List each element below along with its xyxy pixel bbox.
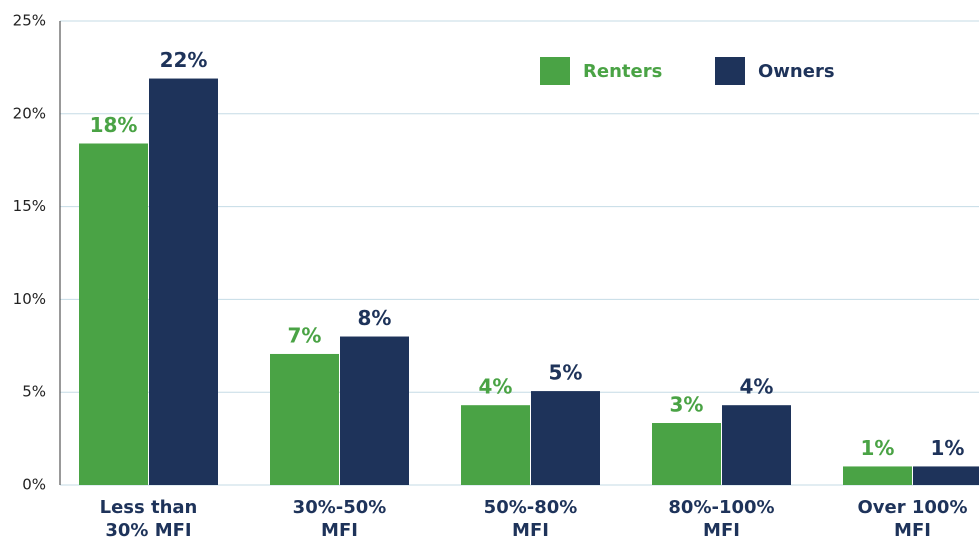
x-tick-label: 50%-80% MFI: [484, 497, 578, 541]
data-label: 4%: [740, 375, 774, 399]
data-label: 4%: [479, 375, 513, 399]
data-label: 1%: [931, 436, 965, 460]
bar: [270, 353, 339, 485]
data-label: 7%: [288, 323, 322, 347]
data-label: 8%: [358, 306, 392, 330]
bar: [722, 405, 791, 485]
bar: [843, 466, 912, 485]
y-tick-label: 10%: [13, 290, 46, 308]
data-label: 22%: [160, 48, 208, 72]
data-label: 1%: [861, 436, 895, 460]
y-tick-label: 20%: [13, 104, 46, 122]
data-label: 5%: [549, 361, 583, 385]
bar: [652, 423, 721, 485]
bar: [79, 143, 148, 485]
legend-label: Renters: [583, 61, 662, 82]
y-tick-label: 15%: [13, 197, 46, 215]
x-tick-label: Less than 30% MFI: [100, 497, 198, 541]
data-label: 18%: [90, 113, 138, 137]
legend-label: Owners: [758, 61, 835, 82]
y-tick-label: 25%: [13, 12, 46, 30]
x-tick-label: 80%-100% MFI: [668, 497, 774, 541]
bar: [149, 78, 218, 485]
y-tick-label: 5%: [22, 383, 46, 401]
x-tick-label: Over 100% MFI: [858, 497, 968, 541]
bar: [461, 405, 530, 485]
y-tick-label: 0%: [22, 476, 46, 494]
legend-swatch: [715, 57, 745, 85]
legend-swatch: [540, 57, 570, 85]
bar: [531, 391, 600, 485]
bar: [913, 466, 979, 485]
bar: [340, 336, 409, 485]
data-label: 3%: [670, 393, 704, 417]
x-tick-label: 30%-50% MFI: [293, 497, 387, 541]
